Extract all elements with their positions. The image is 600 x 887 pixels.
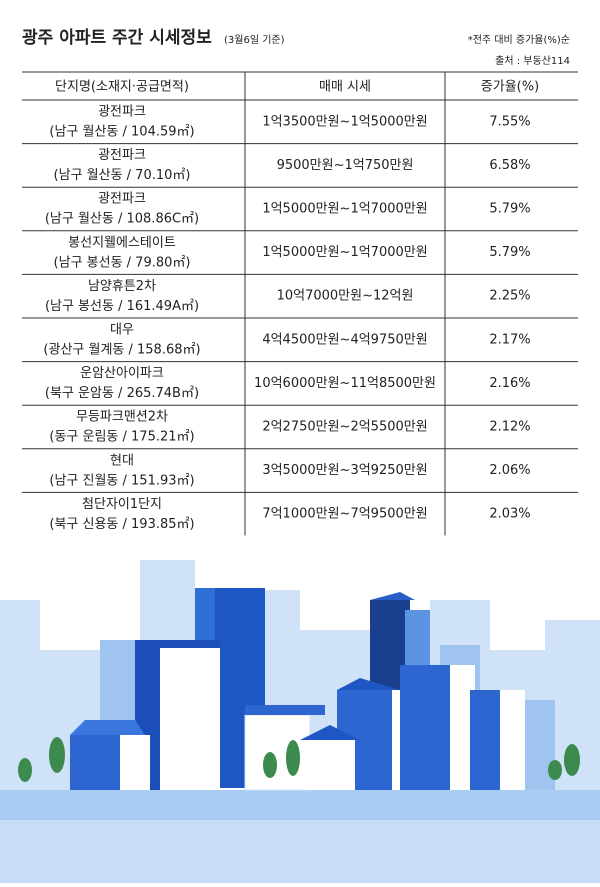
rate: 6.58% xyxy=(489,158,530,173)
rate: 2.16% xyxy=(489,376,530,391)
price: 10억7000만원~12억원 xyxy=(277,289,414,304)
date-note: (3월6일 기준) xyxy=(224,34,285,46)
price: 7억1000만원~7억9500만원 xyxy=(262,507,427,522)
apartment-name: 현대 xyxy=(110,453,134,468)
rate: 2.12% xyxy=(489,420,530,435)
price: 1억3500만원~1억5000만원 xyxy=(262,114,427,129)
source: 출처 : 부동산114 xyxy=(495,55,570,67)
column-header: 증가율(%) xyxy=(481,80,539,95)
price: 9500만원~1억750만원 xyxy=(277,158,414,173)
rate: 2.06% xyxy=(489,463,530,478)
apartment-name: 대우 xyxy=(110,323,134,338)
apartment-location: (남구 진월동 / 151.93㎡) xyxy=(49,473,194,488)
apartment-name: 무등파크맨션2차 xyxy=(76,410,168,425)
apartment-name: 광전파크 xyxy=(98,192,146,207)
apartment-location: (남구 월산동 / 108.86C㎡) xyxy=(45,212,199,227)
table: 단지명(소재지·공급면적) 매매 시세 증가율(%) 광전파크 (남구 월산동 / 10… xyxy=(22,71,578,537)
apartment-location: (북구 운암동 / 265.74B㎡) xyxy=(45,386,199,401)
apartment-location: (동구 운림동 / 175.21㎡) xyxy=(49,430,194,445)
price: 2억2750만원~2억5500만원 xyxy=(262,420,427,435)
rate: 5.79% xyxy=(489,245,530,260)
price: 3억5000만원~3억9250만원 xyxy=(262,463,427,478)
price: 1억5000만원~1억7000만원 xyxy=(262,202,427,217)
rate: 5.79% xyxy=(489,202,530,217)
sort-note: *전주 대비 증가율(%)순 xyxy=(468,34,570,46)
rate: 7.55% xyxy=(489,114,530,129)
apartment-name: 첨단자이1단지 xyxy=(82,497,162,512)
apartment-name: 광전파크 xyxy=(98,105,146,120)
price: 1억5000만원~1억7000만원 xyxy=(262,245,427,260)
rate: 2.03% xyxy=(489,507,530,522)
apartment-location: (남구 봉선동 / 161.49A㎡) xyxy=(45,299,199,314)
title: 광주 아파트 주간 시세정보 xyxy=(22,28,212,48)
rate: 2.17% xyxy=(489,332,530,347)
apartment-name: 봉선지웰에스테이트 xyxy=(68,235,176,250)
price: 4억4500만원~4억9750만원 xyxy=(262,332,427,347)
apartment-location: (남구 월산동 / 104.59㎡) xyxy=(49,125,194,140)
apartment-location: (남구 월산동 / 70.10㎡) xyxy=(54,168,191,183)
apartment-name: 남양휴튼2차 xyxy=(88,279,156,294)
apartment-name: 운암산아이파크 xyxy=(80,366,164,381)
apartment-location: (북구 신용동 / 193.85㎡) xyxy=(49,517,194,532)
apartment-location: (남구 봉선동 / 79.80㎡) xyxy=(54,255,191,270)
apartment-location: (광산구 월계동 / 158.68㎡) xyxy=(43,343,200,358)
column-header: 단지명(소재지·공급면적) xyxy=(55,80,189,95)
illustration xyxy=(0,560,600,883)
column-header: 매매 시세 xyxy=(319,80,371,95)
rate: 2.25% xyxy=(489,289,530,304)
apartment-name: 광전파크 xyxy=(98,148,146,163)
price: 10억6000만원~11억8500만원 xyxy=(254,376,436,391)
